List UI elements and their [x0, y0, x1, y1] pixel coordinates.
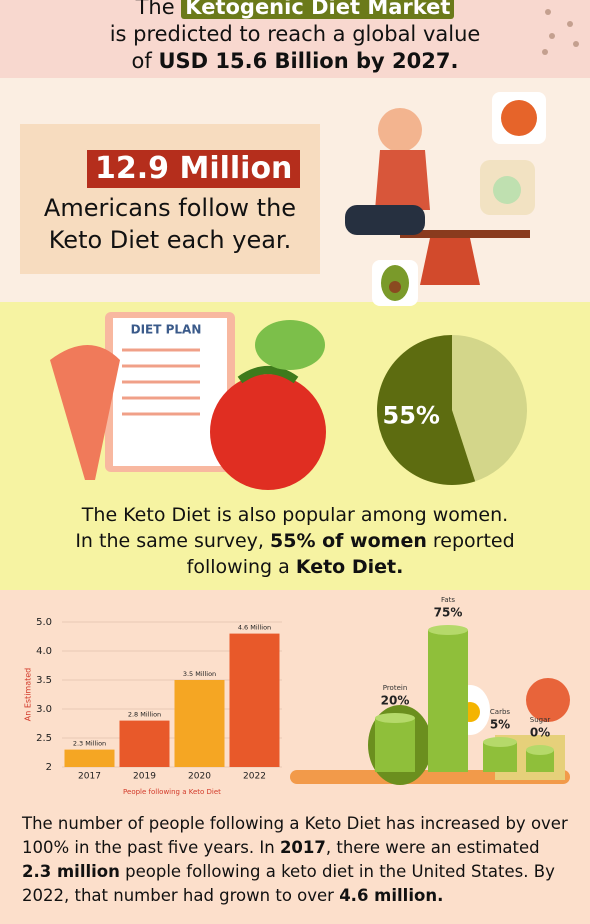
x-tick-label: 2017: [78, 772, 101, 782]
bar-value-label: 2.3 Million: [73, 740, 106, 748]
pie-slice: [452, 335, 527, 482]
text: The Keto Diet is also popular among wome…: [81, 504, 509, 526]
cylinder-top: [526, 745, 554, 755]
bar: [174, 680, 225, 767]
text-line: In the same survey, 55% of women reporte…: [0, 528, 590, 554]
text: of: [131, 49, 159, 73]
stat-badge: 12.9 Million: [87, 150, 301, 188]
y-axis-label: An Estimated: [24, 668, 33, 722]
bar-value-label: 2.8 Million: [128, 711, 161, 719]
y-tick-label: 4.0: [36, 646, 52, 657]
bold-text: USD 15.6 Billion by 2027.: [158, 49, 459, 73]
cylinder-value: 5%: [490, 718, 510, 732]
text: In the same survey,: [75, 530, 271, 552]
cylinder-top: [375, 713, 415, 723]
bold-text: Keto Diet.: [295, 556, 404, 578]
bold-text: 4.6 million.: [339, 886, 444, 905]
bar: [119, 720, 170, 767]
cylinder-name: Carbs: [490, 708, 510, 716]
x-tick-label: 2020: [188, 772, 211, 782]
y-tick-label: 3.5: [36, 675, 52, 686]
bold-text: 2017: [279, 838, 326, 857]
text-line: of USD 15.6 Billion by 2027.: [0, 48, 590, 75]
text: following a: [186, 556, 296, 578]
cylinder-name: Fats: [441, 596, 455, 604]
text: The: [135, 0, 182, 19]
text: people following a keto diet in the Unit…: [22, 862, 555, 905]
cylinder: [375, 718, 415, 772]
cylinder-top: [428, 625, 468, 635]
cylinder-value: 75%: [434, 606, 463, 620]
text-line: The Keto Diet is also popular among wome…: [0, 502, 590, 528]
bar-value-label: 3.5 Million: [183, 670, 216, 678]
text: The number of people following a Keto Di…: [22, 814, 568, 857]
cylinder-value: 0%: [530, 726, 550, 740]
women-text: The Keto Diet is also popular among wome…: [0, 502, 590, 580]
pie-label: 55%: [383, 401, 440, 429]
text: reported: [426, 530, 515, 552]
bar: [229, 633, 280, 767]
plan-title: DIET PLAN: [131, 323, 202, 337]
stat-text: Americans follow the Keto Diet each year.: [20, 192, 320, 256]
x-tick-label: 2022: [243, 772, 266, 782]
cylinder-name: Sugar: [530, 716, 551, 724]
y-tick-label: 3.0: [36, 704, 52, 715]
cylinder: [526, 750, 554, 772]
text: , there were an estimated: [325, 838, 540, 857]
footer-text: The number of people following a Keto Di…: [22, 812, 572, 908]
bar-value-label: 4.6 Million: [238, 624, 271, 632]
y-tick-label: 2: [46, 762, 52, 773]
stat-panel: [20, 124, 320, 274]
header-text: The Ketogenic Diet Market is predicted to…: [0, 0, 590, 75]
bar: [64, 749, 115, 767]
pie-slice: [376, 335, 476, 485]
y-tick-label: 5.0: [36, 617, 52, 628]
x-axis-label: People following a Keto Diet: [123, 788, 221, 796]
cylinder-top: [483, 737, 517, 747]
stat-line: Americans follow the: [43, 194, 297, 222]
dots: [542, 9, 579, 55]
scale-illustration: [345, 92, 546, 306]
text-line: The Ketogenic Diet Market: [0, 0, 590, 21]
diet-illustration: DIET PLAN: [50, 312, 326, 490]
text-line: following a Keto Diet.: [0, 554, 590, 580]
bold-text: 55% of women: [270, 530, 427, 552]
cylinder: [428, 630, 468, 772]
cylinder-name: Protein: [383, 684, 408, 692]
stat-line: Keto Diet each year.: [48, 226, 292, 254]
cylinder-value: 20%: [381, 694, 410, 708]
x-tick-label: 2019: [133, 772, 156, 782]
text: is predicted to reach a global value: [109, 22, 481, 46]
bold-text: Ketogenic Diet Market: [181, 0, 455, 19]
bold-text: 2.3 million: [22, 862, 120, 881]
y-tick-label: 2.5: [36, 733, 52, 744]
text-line: is predicted to reach a global value: [0, 21, 590, 48]
